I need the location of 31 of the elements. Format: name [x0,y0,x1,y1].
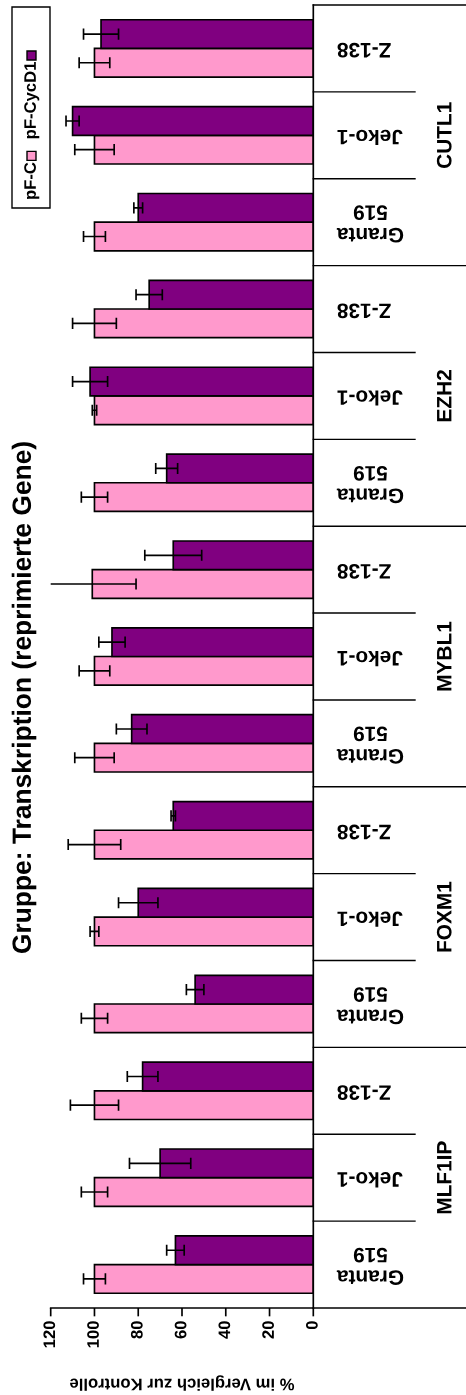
x-tick-label: 40 [218,1321,231,1339]
y-tick-label: Jeko-1 [337,911,403,927]
y-tick-label: Granta 519 [336,726,404,764]
y-tick-label: Z-138 [337,1085,391,1100]
y-tick-label: Granta 519 [336,987,404,1025]
y-tick-label: Jeko-1 [337,129,403,146]
y-tick-label: Jeko-1 [337,390,403,406]
y-tick-label: Jeko-1 [337,1172,403,1188]
y-tick-label: Z-138 [337,564,391,579]
y-tick-label: Z-138 [337,303,391,319]
y-tick-label: Jeko-1 [337,650,403,667]
legend-label: pF-CycD1 [24,62,40,139]
text: Gruppe: Transkription (reprimierte Gene) [11,442,37,954]
x-tick-label: 60 [174,1321,187,1339]
x-tick-label: 0 [305,1321,318,1330]
x-tick-label: 100 [87,1321,99,1348]
x-tick-label: 120 [43,1321,56,1348]
y-tick-label: Granta 519 [336,1247,404,1285]
y-tick-label: Granta 519 [336,205,404,243]
y-tick-label: Z-138 [337,824,391,840]
y-tick-label: Granta 519 [336,465,404,504]
y-tick-label: Z-138 [337,42,391,58]
x-tick-label: 80 [130,1321,143,1339]
legend-label: pF-C [24,162,40,199]
text: FOXM1 [436,881,452,952]
text: MLF1IP [437,1141,452,1214]
x-axis-title: % im Vergleich zur Kontrolle [70,1375,295,1391]
x-tick-label: 20 [262,1321,275,1339]
text: CUTL1 [436,102,452,169]
text: MYBL1 [437,621,452,691]
text: EZH2 [436,370,452,422]
